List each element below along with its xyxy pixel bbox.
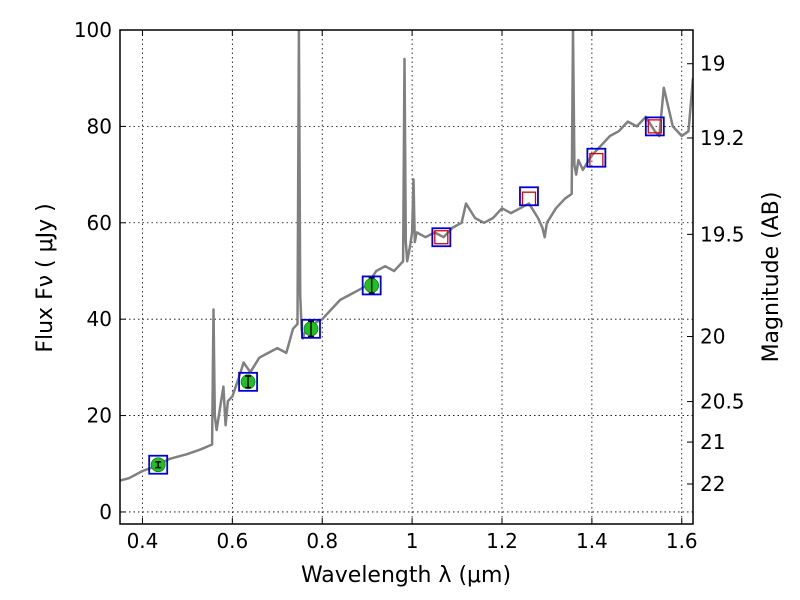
model-marker	[148, 454, 169, 475]
x-tick-label: 0.6	[216, 529, 248, 553]
x-tick-label: 1	[406, 529, 419, 553]
y-tick-label: 60	[87, 211, 112, 235]
y-tick-label: 80	[87, 114, 112, 138]
plot-area	[120, 30, 693, 482]
magnitude-tick-label: 20.5	[700, 390, 745, 414]
y-tick-label: 100	[74, 18, 112, 42]
y-tick-label: 0	[99, 500, 112, 524]
y-tick-label: 40	[87, 307, 112, 331]
y-right-axis-label: Magnitude (AB)	[759, 192, 784, 363]
model-marker	[238, 371, 258, 392]
model-marker	[361, 275, 382, 296]
x-tick-label: 0.8	[306, 529, 338, 553]
magnitude-tick-label: 19	[700, 52, 725, 76]
magnitude-tick-label: 22	[700, 472, 725, 496]
plot-frame	[119, 29, 694, 525]
observed-marker	[434, 230, 449, 245]
y-axis-label: Flux Fν ( μJy )	[33, 203, 58, 352]
x-axis-label: Wavelength λ (μm)	[301, 563, 511, 588]
observed-marker	[647, 119, 662, 134]
axis-ticks: 0.4 0.6 0.8 1 1.2 1.4 1.6 0 20 40 60 80 100 19 19.2 19.…	[74, 18, 745, 553]
x-tick-label: 1.2	[486, 529, 518, 553]
magnitude-tick-label: 19.2	[700, 126, 745, 150]
magnitude-tick-label: 21	[700, 430, 725, 454]
spectrum-line	[120, 30, 693, 482]
model-marker	[586, 147, 607, 168]
x-tick-label: 0.4	[127, 529, 159, 553]
magnitude-tick-label: 20	[700, 325, 725, 349]
model-marker	[301, 318, 321, 339]
y-tick-label: 20	[87, 404, 112, 428]
magnitude-tick-label: 19.5	[700, 222, 745, 246]
x-tick-label: 1.6	[666, 529, 698, 553]
model-marker	[431, 227, 452, 248]
model-marker	[519, 186, 539, 207]
model-marker	[644, 116, 665, 137]
x-tick-label: 1.4	[576, 529, 608, 553]
